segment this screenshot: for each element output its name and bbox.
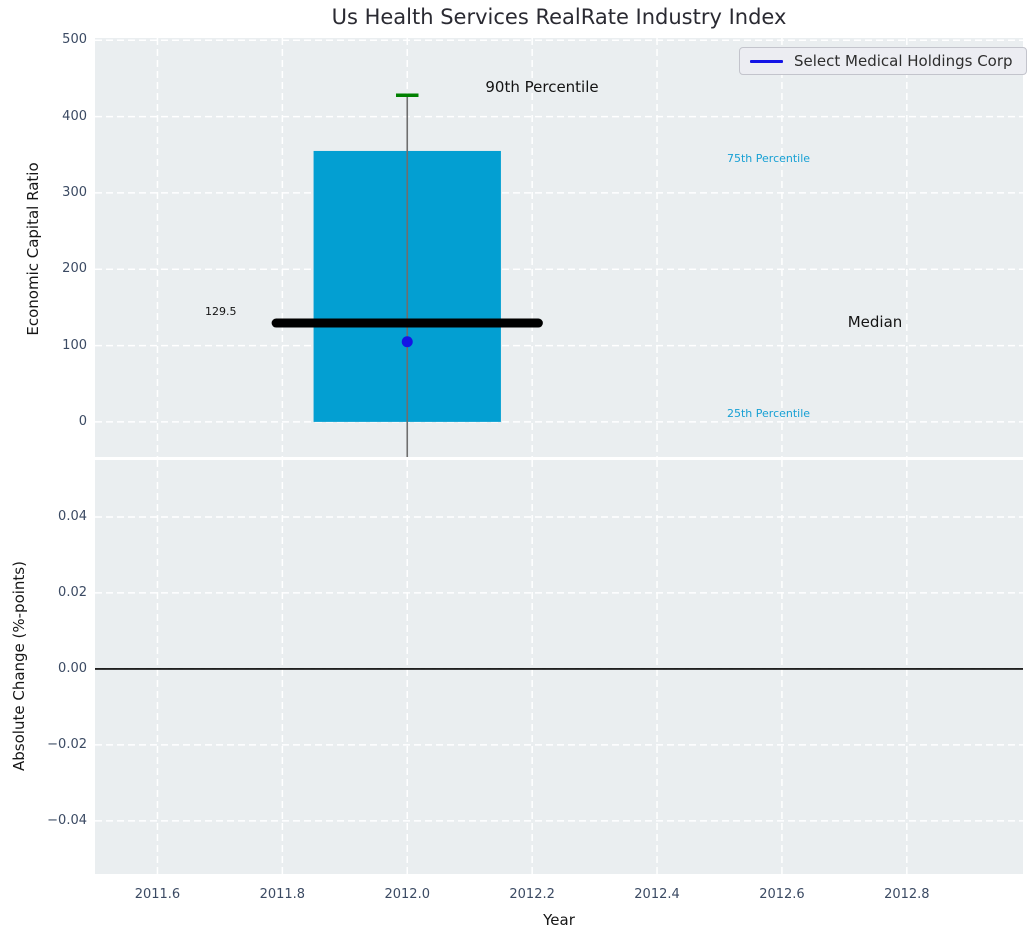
y-tick-label-top: 400	[62, 108, 87, 124]
legend-line-swatch	[750, 59, 783, 63]
axes-background-bottom	[95, 460, 1023, 874]
y-tick-label-top: 200	[62, 261, 87, 277]
y-tick-label-top: 300	[62, 184, 87, 200]
legend-series-label: Select Medical Holdings Corp	[794, 52, 1013, 70]
company-point	[401, 336, 413, 348]
annotation-median: Median	[847, 313, 903, 331]
annotation-75th-percentile: 75th Percentile	[727, 152, 811, 165]
annotation-90th-percentile: 90th Percentile	[485, 78, 599, 96]
y-tick-label-bottom: −0.02	[47, 736, 87, 752]
annotation-median-value: 129.5	[205, 305, 237, 318]
x-tick-label: 2012.4	[634, 887, 680, 902]
annotation-25th-percentile: 25th Percentile	[727, 407, 811, 420]
y-tick-label-bottom: 0.00	[58, 660, 87, 676]
x-tick-label: 2011.6	[134, 887, 181, 902]
chart-title: Us Health Services RealRate Industry Ind…	[331, 5, 787, 29]
legend: Select Medical Holdings Corp	[739, 47, 1027, 75]
y-tick-label-bottom: −0.04	[47, 812, 87, 828]
x-tick-label: 2012.2	[509, 887, 555, 902]
x-tick-label: 2011.8	[259, 887, 306, 902]
y-tick-label-top: 100	[62, 337, 87, 353]
y-tick-label-bottom: 0.04	[58, 508, 87, 524]
x-axis-label: Year	[543, 911, 575, 929]
y-tick-label-top: 0	[78, 413, 87, 429]
y-tick-label-bottom: 0.02	[58, 584, 87, 600]
y-tick-label-top: 500	[62, 32, 87, 48]
axes-background-top	[95, 38, 1023, 457]
x-tick-label: 2012.6	[759, 887, 805, 902]
x-tick-label: 2012.8	[884, 887, 930, 902]
x-tick-label: 2012.0	[384, 887, 430, 902]
